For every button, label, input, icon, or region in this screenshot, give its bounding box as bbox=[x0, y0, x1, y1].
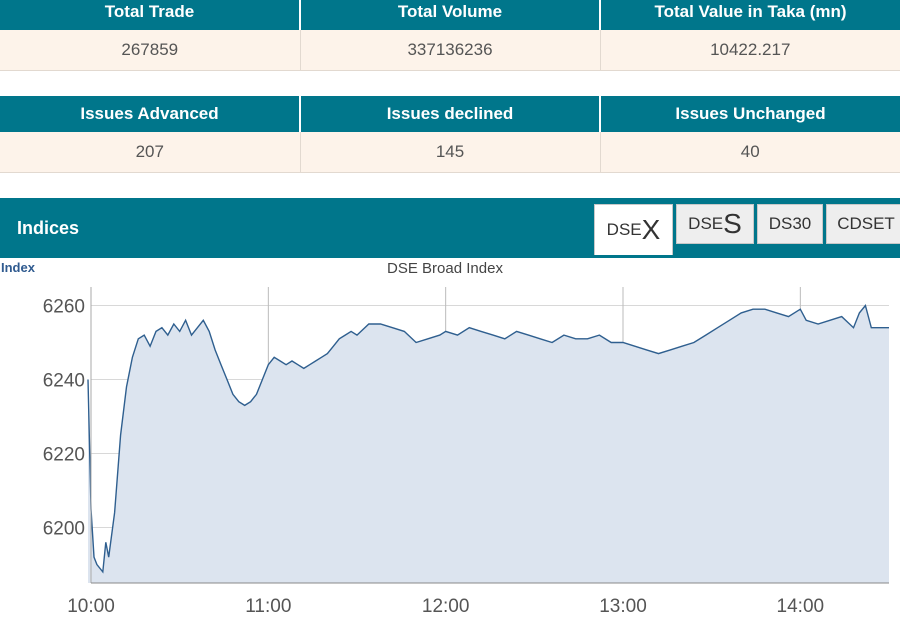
tab-ds30[interactable]: DS30 bbox=[757, 204, 823, 244]
tab-cdset-label: CDSET bbox=[837, 214, 895, 233]
tab-dses-prefix: DSE bbox=[688, 214, 724, 233]
total-volume-header: Total Volume bbox=[300, 0, 601, 30]
issues-advanced-header: Issues Advanced bbox=[0, 96, 301, 132]
issues-unchanged-header: Issues Unchanged bbox=[600, 96, 900, 132]
chart-corner-label: Index bbox=[1, 260, 36, 275]
total-value-value: 10422.217 bbox=[600, 30, 900, 71]
y-tick-label: 6220 bbox=[43, 445, 85, 466]
y-tick-label: 6200 bbox=[43, 519, 85, 540]
x-tick-label: 13:00 bbox=[599, 596, 647, 617]
issues-unchanged-value: 40 bbox=[600, 132, 900, 173]
issues-declined-header: Issues declined bbox=[300, 96, 601, 132]
series-line bbox=[87, 303, 889, 574]
tab-dses[interactable]: DSE S bbox=[676, 204, 754, 244]
tab-dsex-suffix: X bbox=[641, 214, 661, 245]
total-volume-value: 337136236 bbox=[300, 30, 601, 71]
indices-header-bar: Indices DSE X DSE S DS30 CDSET bbox=[0, 198, 900, 258]
series-area bbox=[88, 305, 889, 583]
total-trade-value: 267859 bbox=[0, 30, 301, 71]
indices-title: Indices bbox=[17, 218, 80, 238]
tab-cdset[interactable]: CDSET bbox=[826, 204, 900, 244]
total-value-header: Total Value in Taka (mn) bbox=[600, 0, 900, 30]
issues-summary-table: Issues Advanced Issues declined Issues U… bbox=[0, 96, 900, 173]
market-summary-table: Total Trade Total Volume Total Value in … bbox=[0, 0, 900, 71]
issues-advanced-value: 207 bbox=[0, 132, 301, 173]
x-tick-label: 11:00 bbox=[245, 596, 291, 617]
x-tick-label: 12:00 bbox=[422, 596, 470, 617]
tab-dsex-prefix: DSE bbox=[606, 220, 642, 239]
tab-dses-suffix: S bbox=[723, 208, 742, 239]
y-tick-label: 6240 bbox=[43, 371, 85, 392]
tab-ds30-label: DS30 bbox=[768, 214, 812, 233]
issues-declined-value: 145 bbox=[300, 132, 601, 173]
y-tick-label: 6260 bbox=[43, 297, 85, 318]
total-trade-header: Total Trade bbox=[0, 0, 301, 30]
chart-title: DSE Broad Index bbox=[387, 260, 503, 277]
x-tick-label: 14:00 bbox=[777, 596, 825, 617]
tab-dsex[interactable]: DSE X bbox=[594, 204, 673, 255]
x-tick-label: 10:00 bbox=[67, 596, 115, 617]
index-chart: Index DSE Broad Index 6200 6220 6240 6260 10:0… bbox=[1, 260, 889, 617]
